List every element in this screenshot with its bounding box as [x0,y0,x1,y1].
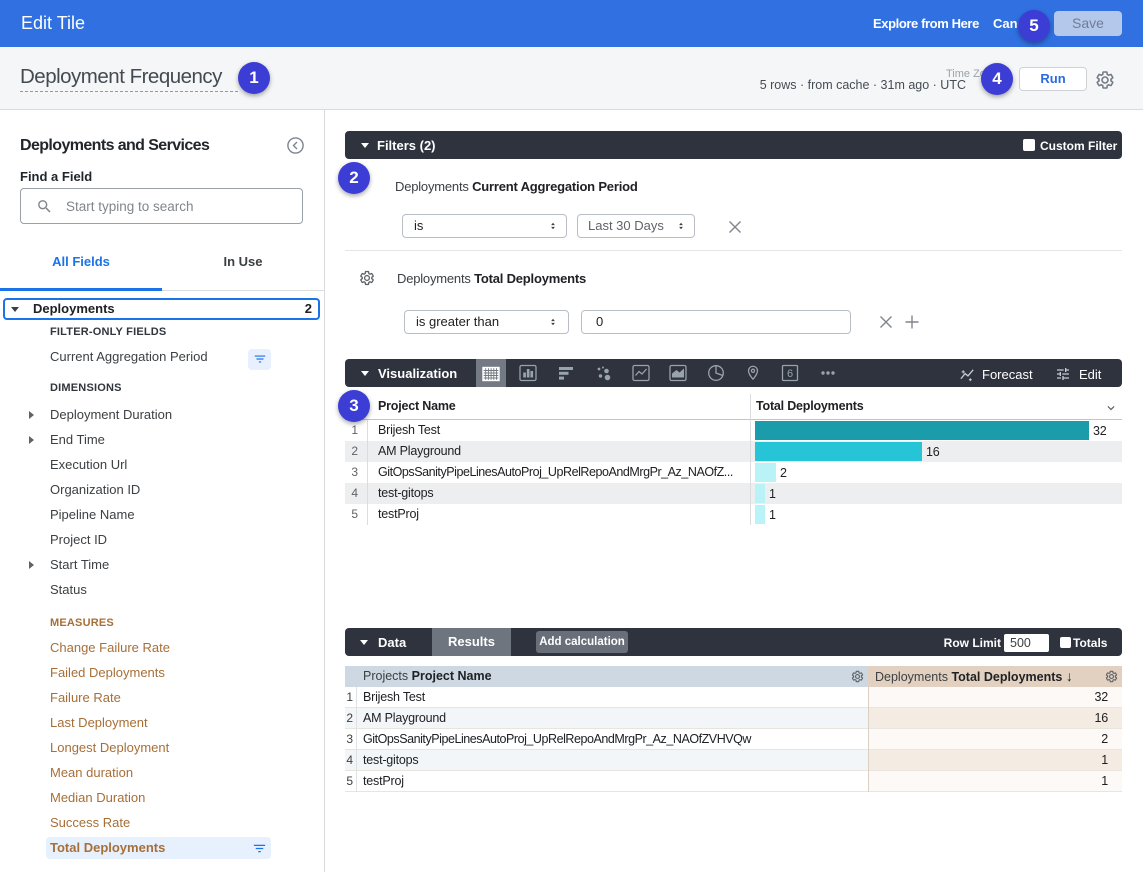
svg-text:6: 6 [787,368,793,380]
